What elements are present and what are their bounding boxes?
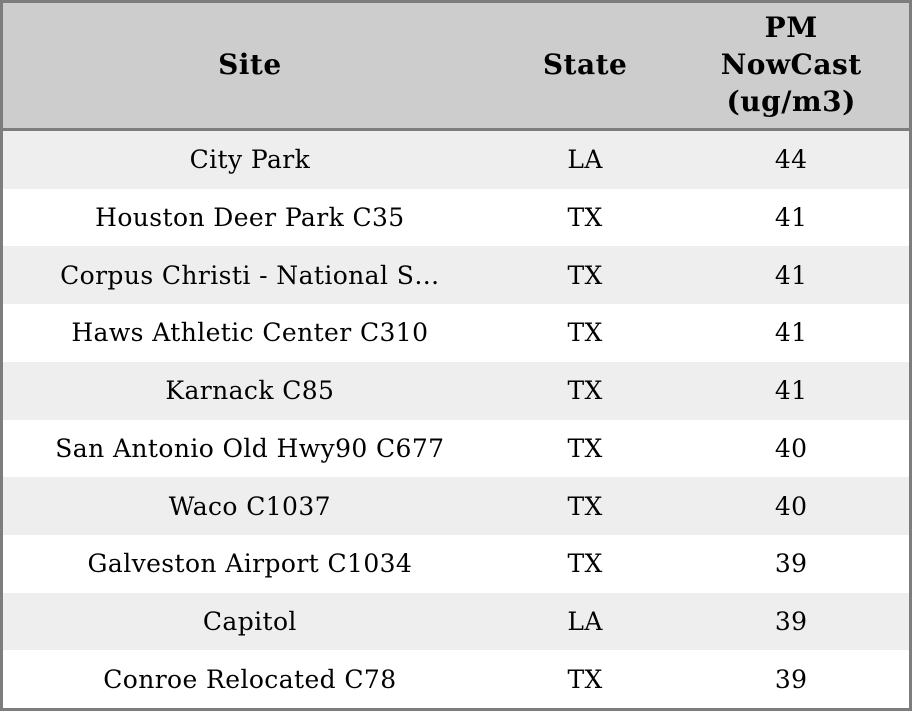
table-row: Karnack C85 TX 41 <box>3 361 909 420</box>
site-cell: San Antonio Old Hwy90 C677 <box>55 433 445 463</box>
column-header-pm-nowcast: PM NowCast (ug/m3) <box>673 10 909 121</box>
table-row: Corpus Christi - National S… TX 41 <box>3 246 909 305</box>
site-cell: City Park <box>189 145 311 175</box>
pm-value-cell: 41 <box>774 260 808 290</box>
site-cell: Waco C1037 <box>168 491 331 521</box>
site-cell: Haws Athletic Center C310 <box>71 318 429 348</box>
column-header-site-label: Site <box>218 48 282 82</box>
pm-value-cell: 41 <box>774 318 808 348</box>
site-cell: Houston Deer Park C35 <box>95 203 405 233</box>
column-header-state-label: State <box>542 48 628 82</box>
state-cell: TX <box>567 376 603 406</box>
pm-value-cell: 41 <box>774 203 808 233</box>
state-cell: TX <box>567 260 603 290</box>
table-row: Waco C1037 TX 40 <box>3 477 909 535</box>
pm-value-cell: 39 <box>774 606 808 636</box>
table-body: City Park LA 44 Houston Deer Park C35 TX… <box>3 131 909 708</box>
site-cell: Conroe Relocated C78 <box>103 664 397 694</box>
state-cell: TX <box>567 203 603 233</box>
column-header-site: Site <box>3 47 497 84</box>
pm-value-cell: 41 <box>774 376 808 406</box>
table-row: Haws Athletic Center C310 TX 41 <box>3 304 909 362</box>
table-row: Capitol LA 39 <box>3 592 909 651</box>
site-cell: Galveston Airport C1034 <box>87 549 413 579</box>
state-cell: TX <box>567 433 603 463</box>
pm-value-cell: 44 <box>774 145 808 175</box>
state-cell: TX <box>567 549 603 579</box>
state-cell: TX <box>567 664 603 694</box>
state-cell: TX <box>567 318 603 348</box>
table-row: Houston Deer Park C35 TX 41 <box>3 188 909 247</box>
pm-value-cell: 39 <box>774 549 808 579</box>
state-cell: LA <box>567 606 603 636</box>
table-row: Conroe Relocated C78 TX 39 <box>3 650 909 708</box>
site-cell: Capitol <box>202 606 297 636</box>
table-header-row: Site State PM NowCast (ug/m3) <box>3 3 909 131</box>
table-row: City Park LA 44 <box>3 131 909 189</box>
pm-value-cell: 40 <box>774 433 808 463</box>
site-cell: Corpus Christi - National S… <box>60 260 440 290</box>
table-row: Galveston Airport C1034 TX 39 <box>3 534 909 593</box>
state-cell: LA <box>567 145 603 175</box>
pm-value-cell: 40 <box>774 491 808 521</box>
site-cell: Karnack C85 <box>165 376 335 406</box>
table-row: San Antonio Old Hwy90 C677 TX 40 <box>3 419 909 478</box>
column-header-pm-nowcast-label: PM NowCast (ug/m3) <box>720 11 862 118</box>
state-cell: TX <box>567 491 603 521</box>
column-header-state: State <box>497 47 674 84</box>
pm-value-cell: 39 <box>774 664 808 694</box>
